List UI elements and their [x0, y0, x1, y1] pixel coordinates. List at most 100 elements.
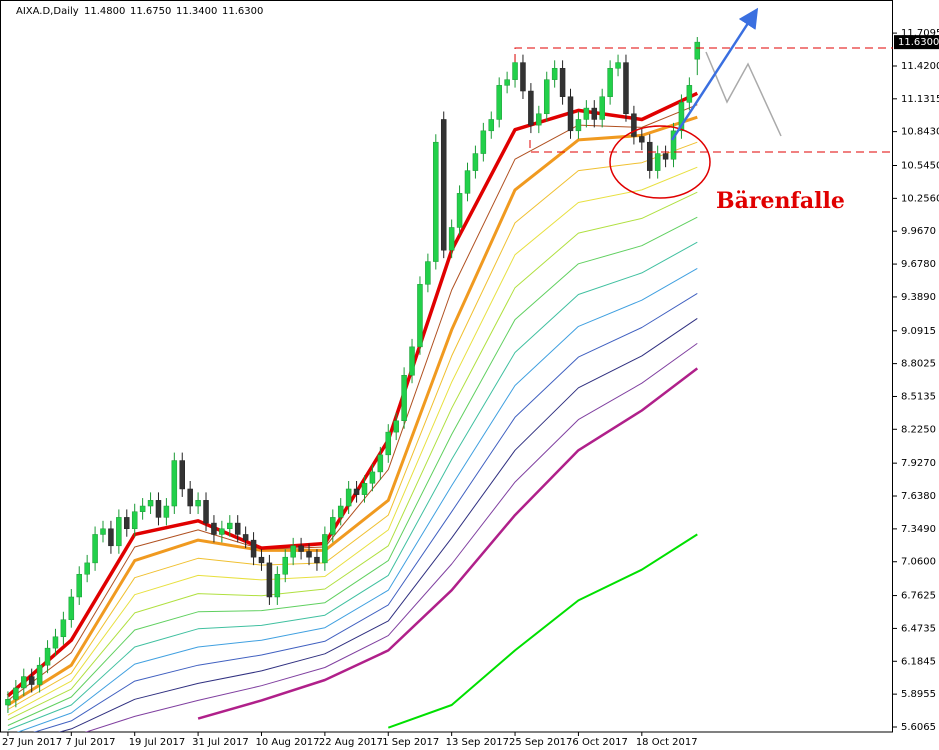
- candle-body: [496, 85, 502, 120]
- ma-line: [84, 342, 698, 732]
- y-tick-label: 7.6380: [901, 491, 936, 502]
- y-tick-label: 6.7625: [901, 591, 936, 602]
- candle-body: [369, 471, 376, 484]
- candle-body: [345, 488, 352, 507]
- candle-body: [425, 261, 431, 285]
- candle-body: [108, 528, 114, 547]
- candle-body: [242, 534, 249, 541]
- candle-body: [76, 573, 82, 598]
- candle-body: [171, 460, 178, 507]
- highlight-ellipse: [609, 125, 711, 199]
- candle-body: [393, 420, 399, 433]
- candle-body: [464, 170, 471, 194]
- x-tick-label: 7 Jul 2017: [65, 737, 115, 748]
- ma-line: [7, 241, 698, 731]
- ma-line: [7, 104, 698, 701]
- x-tick-label: 6 Oct 2017: [572, 737, 627, 748]
- y-tick-label: 6.1845: [901, 656, 936, 667]
- candle-body: [575, 119, 582, 132]
- x-tick-label: 10 Aug 2017: [255, 737, 319, 748]
- y-tick-label: 9.3890: [901, 292, 936, 303]
- candle-body: [520, 62, 526, 92]
- projection-path: [705, 51, 782, 137]
- ma-line: [7, 115, 698, 707]
- candle-body: [147, 500, 154, 507]
- candle-body: [60, 619, 67, 638]
- candle-body: [536, 113, 542, 126]
- candle-body: [250, 539, 257, 558]
- y-tick-label: 11.4200: [901, 61, 939, 72]
- candle-body: [187, 488, 193, 507]
- candle-body: [44, 647, 51, 666]
- y-tick-label: 5.6065: [901, 722, 936, 733]
- y-tick-label: 8.5135: [901, 391, 936, 402]
- x-tick-label: 31 Jul 2017: [192, 737, 249, 748]
- candle-body: [551, 68, 558, 80]
- ma-line: [33, 292, 698, 732]
- candle-body: [662, 153, 669, 160]
- candle-body: [480, 130, 487, 154]
- y-tick-label: 11.1315: [901, 94, 939, 105]
- annotations: Bärenfalle: [514, 7, 893, 214]
- x-tick-label: 13 Sep 2017: [446, 737, 509, 748]
- candle-body: [195, 500, 201, 507]
- candle-body: [306, 551, 312, 558]
- candle-body: [646, 141, 653, 171]
- chart-title: AIXA.D,Daily: [16, 6, 79, 17]
- ma-line: [7, 216, 698, 726]
- support-line: [529, 140, 893, 153]
- x-tick-label: 22 Aug 2017: [319, 737, 383, 748]
- candle-body: [290, 545, 296, 558]
- y-tick-label: 10.8430: [901, 127, 939, 138]
- x-tick-label: 19 Jul 2017: [129, 737, 186, 748]
- candle-body: [203, 500, 209, 524]
- trend-arrow: [670, 7, 759, 141]
- candle-body: [504, 79, 510, 86]
- candle-body: [409, 346, 415, 376]
- price-label-box: [894, 35, 939, 50]
- candle-body: [68, 596, 75, 620]
- candle-body: [583, 107, 590, 120]
- x-tick-label: 18 Oct 2017: [636, 737, 698, 748]
- candle-body: [543, 79, 550, 115]
- y-tick-label: 9.6780: [901, 259, 936, 270]
- annotation: Bärenfalle: [716, 188, 845, 214]
- candle-body: [163, 505, 170, 518]
- ma-line: [387, 533, 698, 729]
- y-tick-label: 5.8955: [901, 689, 936, 700]
- header-value: 11.3400: [176, 6, 217, 17]
- plot-area: [5, 37, 701, 732]
- candle-body: [337, 505, 344, 518]
- ma-line: [57, 317, 698, 732]
- candle-body: [631, 113, 637, 137]
- candle-body: [623, 62, 629, 115]
- candle-body: [472, 153, 479, 171]
- ma-line: [7, 166, 698, 716]
- ma-line: [7, 141, 698, 710]
- y-tick-label: 7.0600: [901, 557, 936, 568]
- candle-body: [21, 676, 27, 689]
- y-tick-label: 10.2560: [901, 193, 939, 204]
- candle-body: [654, 153, 661, 171]
- ma-line: [197, 367, 699, 720]
- candle-body: [211, 522, 217, 535]
- x-tick-label: 27 Jun 2017: [2, 737, 62, 748]
- candle-body: [100, 528, 106, 535]
- candle-body: [13, 687, 19, 700]
- candle-body: [512, 62, 518, 80]
- candle-body: [36, 664, 43, 685]
- candle-body: [131, 511, 138, 530]
- candle-body: [694, 41, 701, 60]
- candle-body: [353, 488, 360, 495]
- candle-body: [234, 522, 241, 535]
- x-tick-label: 1 Sep 2017: [382, 737, 439, 748]
- candle-body: [488, 119, 495, 132]
- candle-body: [440, 119, 447, 251]
- candle-body: [330, 517, 336, 535]
- header-value: 11.4800: [84, 6, 125, 17]
- candle-body: [124, 517, 130, 530]
- y-tick-label: 11.7095: [901, 28, 939, 39]
- candle-body: [52, 636, 59, 649]
- y-tick-label: 8.8025: [901, 359, 936, 370]
- y-tick-label: 7.9270: [901, 458, 936, 469]
